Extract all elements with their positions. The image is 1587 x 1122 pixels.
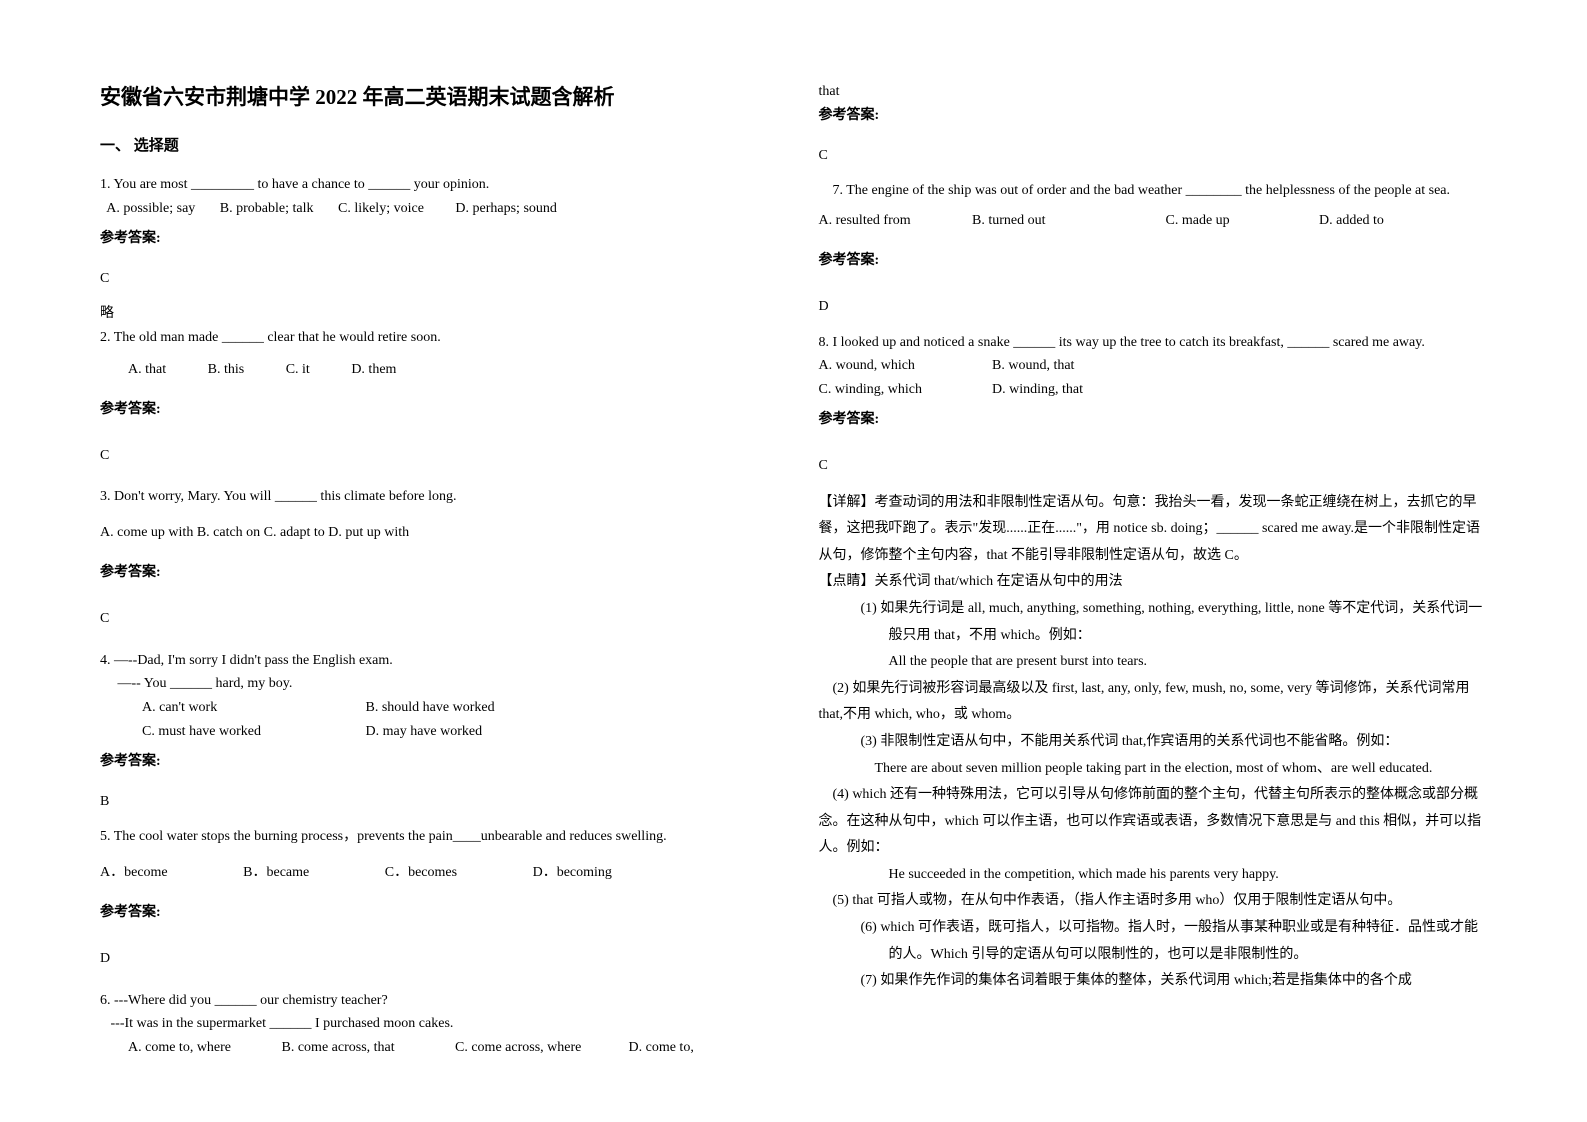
opt-b: B．became: [243, 861, 309, 885]
opt-b: B. turned out: [972, 209, 1162, 233]
question-line1: 6. ---Where did you ______ our chemistry…: [100, 989, 769, 1013]
opt-c: C. made up: [1166, 209, 1316, 233]
question-options: A. possible; say B. probable; talk C. li…: [100, 197, 769, 221]
answer-label: 参考答案:: [100, 398, 769, 422]
expl-p11: (6) which 可作表语，既可指人，以可指物。指人时，一般指从事某种职业或是…: [819, 915, 1488, 968]
opt-b: B. this: [208, 358, 245, 382]
answer-label: 参考答案:: [100, 227, 769, 251]
opt-a: A．become: [100, 861, 168, 885]
explanation: 【详解】考查动词的用法和非限制性定语从句。句意：我抬头一看，发现一条蛇正缠绕在树…: [819, 490, 1488, 995]
answer-value: C: [100, 267, 769, 291]
expl-p4: All the people that are present burst in…: [819, 649, 1488, 676]
question-1: 1. You are most _________ to have a chan…: [100, 173, 769, 221]
opt-a: A. that: [128, 358, 166, 382]
question-options: A. come to, where B. come across, that C…: [100, 1036, 769, 1060]
answer-value: D: [819, 295, 1488, 319]
question-text: 1. You are most _________ to have a chan…: [100, 173, 769, 197]
answer-value: C: [819, 144, 1488, 168]
answer-note: 略: [100, 302, 769, 326]
question-5: 5. The cool water stops the burning proc…: [100, 825, 769, 885]
opt-a: A. come to, where: [128, 1036, 278, 1060]
question-options-2: C. must have worked D. may have worked: [100, 720, 769, 744]
opt-c: C. winding, which: [819, 378, 989, 402]
page-title: 安徽省六安市荆塘中学 2022 年高二英语期末试题含解析: [100, 80, 769, 116]
opt-a: A. can't work: [142, 696, 362, 720]
question-text: 8. I looked up and noticed a snake _____…: [819, 331, 1488, 355]
question-4: 4. ―--Dad, I'm sorry I didn't pass the E…: [100, 649, 769, 744]
answer-label: 参考答案:: [100, 901, 769, 925]
opt-b: B. should have worked: [366, 700, 495, 715]
answer-label: 参考答案:: [819, 249, 1488, 273]
question-6: 6. ---Where did you ______ our chemistry…: [100, 989, 769, 1060]
question-options: A. that B. this C. it D. them: [100, 358, 769, 382]
answer-label: 参考答案:: [100, 750, 769, 774]
answer-label: 参考答案:: [100, 561, 769, 585]
opt-c: C. it: [286, 358, 310, 382]
expl-p5: (2) 如果先行词被形容词最高级以及 first, last, any, onl…: [819, 676, 1488, 729]
question-options-row2: C. winding, which D. winding, that: [819, 378, 1488, 402]
question-line2: ---It was in the supermarket ______ I pu…: [100, 1012, 769, 1036]
expl-p1: 【详解】考查动词的用法和非限制性定语从句。句意：我抬头一看，发现一条蛇正缠绕在树…: [819, 490, 1488, 570]
answer-label: 参考答案:: [819, 408, 1488, 432]
opt-b: B. come across, that: [282, 1036, 452, 1060]
question-line2: ―-- You ______ hard, my boy.: [100, 672, 769, 696]
question-8: 8. I looked up and noticed a snake _____…: [819, 331, 1488, 402]
left-column: 安徽省六安市荆塘中学 2022 年高二英语期末试题含解析 一、 选择题 1. Y…: [100, 80, 769, 1082]
question-text: 7. The engine of the ship was out of ord…: [819, 179, 1488, 203]
question-7: 7. The engine of the ship was out of ord…: [819, 179, 1488, 233]
opt-d: D. may have worked: [366, 724, 483, 739]
question-3: 3. Don't worry, Mary. You will ______ th…: [100, 485, 769, 545]
opt-d: D. winding, that: [992, 382, 1083, 397]
q6-continuation: that: [819, 80, 1488, 104]
opt-d: D. added to: [1319, 213, 1384, 228]
expl-p7: There are about seven million people tak…: [819, 756, 1488, 783]
answer-value: D: [100, 947, 769, 971]
question-text: 5. The cool water stops the burning proc…: [100, 825, 769, 849]
opt-c: C．becomes: [385, 861, 457, 885]
opt-a: A. resulted from: [819, 209, 969, 233]
section-heading: 一、 选择题: [100, 134, 769, 160]
expl-p12: (7) 如果作先作词的集体名词着眼于集体的整体，关系代词用 which;若是指集…: [819, 968, 1488, 995]
question-line1: 4. ―--Dad, I'm sorry I didn't pass the E…: [100, 649, 769, 673]
opt-d: D. them: [351, 358, 396, 382]
question-options: A．become B．became C．becomes D．becoming: [100, 861, 769, 885]
expl-p6: (3) 非限制性定语从句中，不能用关系代词 that,作宾语用的关系代词也不能省…: [819, 729, 1488, 756]
question-options-row1: A. wound, which B. wound, that: [819, 354, 1488, 378]
opt-d: D．becoming: [533, 861, 612, 885]
question-options: A. resulted from B. turned out C. made u…: [819, 209, 1488, 233]
expl-p10: (5) that 可指人或物，在从句中作表语，（指人作主语时多用 who）仅用于…: [819, 888, 1488, 915]
answer-value: C: [100, 444, 769, 468]
answer-value: C: [819, 454, 1488, 478]
answer-label: 参考答案:: [819, 104, 1488, 128]
opt-c: C. come across, where: [455, 1036, 625, 1060]
answer-value: B: [100, 790, 769, 814]
expl-p3: (1) 如果先行词是 all, much, anything, somethin…: [819, 596, 1488, 649]
opt-b: B. wound, that: [992, 358, 1074, 373]
expl-p9: He succeeded in the competition, which m…: [819, 862, 1488, 889]
question-options: A. come up with B. catch on C. adapt to …: [100, 521, 769, 545]
opt-a: A. wound, which: [819, 354, 989, 378]
question-options: A. can't work B. should have worked: [100, 696, 769, 720]
opt-d: D. come to,: [629, 1040, 694, 1055]
right-column: that 参考答案: C 7. The engine of the ship w…: [819, 80, 1488, 1082]
opt-c: C. must have worked: [142, 720, 362, 744]
question-text: 2. The old man made ______ clear that he…: [100, 326, 769, 350]
expl-p2: 【点睛】关系代词 that/which 在定语从句中的用法: [819, 569, 1488, 596]
question-text: 3. Don't worry, Mary. You will ______ th…: [100, 485, 769, 509]
question-2: 2. The old man made ______ clear that he…: [100, 326, 769, 382]
answer-value: C: [100, 607, 769, 631]
expl-p8: (4) which 还有一种特殊用法，它可以引导从句修饰前面的整个主句，代替主句…: [819, 782, 1488, 862]
